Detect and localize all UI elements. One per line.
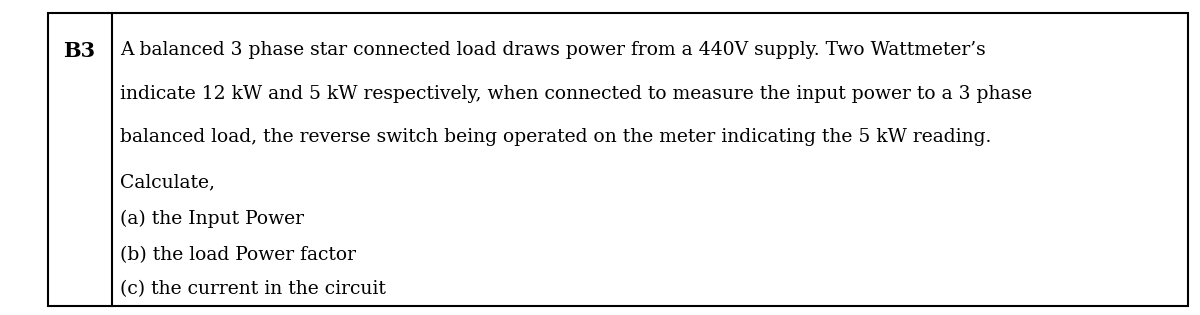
Text: B3: B3 [64,41,95,61]
Text: balanced load, the reverse switch being operated on the meter indicating the 5 k: balanced load, the reverse switch being … [120,128,991,146]
Text: Calculate,: Calculate, [120,173,215,191]
Text: (b) the load Power factor: (b) the load Power factor [120,246,356,264]
Text: (c) the current in the circuit: (c) the current in the circuit [120,280,386,298]
Text: (a) the Input Power: (a) the Input Power [120,209,304,228]
Text: indicate 12 kW and 5 kW respectively, when connected to measure the input power : indicate 12 kW and 5 kW respectively, wh… [120,85,1032,103]
Text: A balanced 3 phase star connected load draws power from a 440V supply. Two Wattm: A balanced 3 phase star connected load d… [120,41,985,59]
